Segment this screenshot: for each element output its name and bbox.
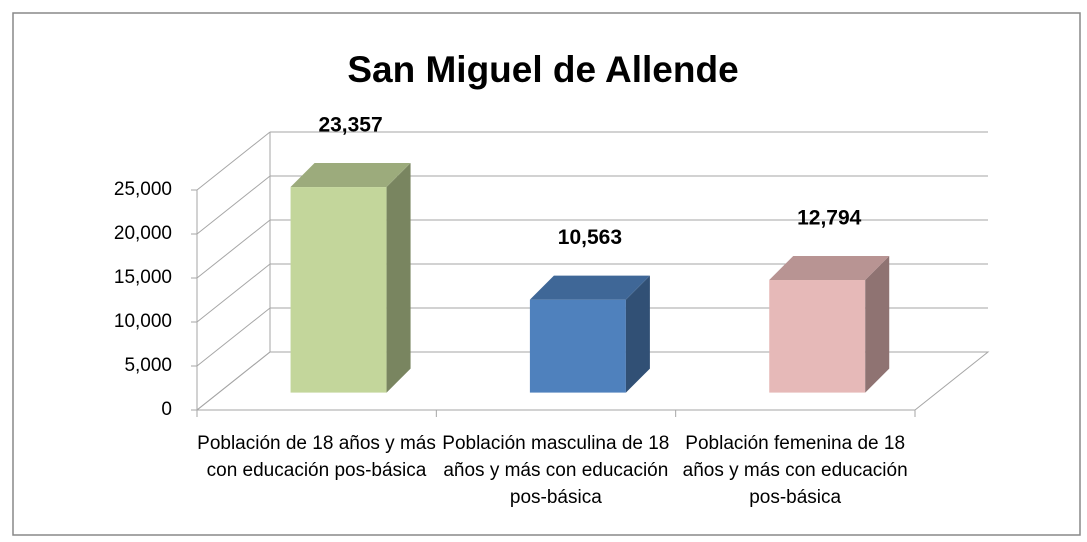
chart-title: San Miguel de Allende bbox=[347, 49, 738, 90]
bar-side bbox=[865, 256, 890, 393]
grid-line-side bbox=[196, 219, 271, 279]
value-label: 23,357 bbox=[318, 114, 382, 137]
value-label: 10,563 bbox=[558, 226, 622, 249]
bar-side bbox=[386, 163, 411, 393]
y-tick-label: 25,000 bbox=[114, 179, 172, 200]
y-tick-label: 0 bbox=[161, 399, 172, 420]
grid-line-side bbox=[196, 263, 271, 323]
grid-line-side bbox=[196, 175, 271, 235]
y-tick-label: 15,000 bbox=[114, 267, 172, 288]
bar-front bbox=[529, 299, 626, 393]
y-tick-label: 20,000 bbox=[114, 223, 172, 244]
bar-top bbox=[529, 275, 650, 300]
grid-line-side bbox=[196, 131, 271, 191]
y-tick-label: 10,000 bbox=[114, 311, 172, 332]
x-tick-label: Población de 18 años y más con educación… bbox=[197, 433, 436, 481]
value-label: 12,794 bbox=[797, 207, 862, 230]
y-tick-label: 5,000 bbox=[124, 355, 172, 376]
x-tick-label: Población masculina de 18 años y más con… bbox=[442, 433, 670, 508]
grid-line-side bbox=[196, 351, 271, 411]
bar-top bbox=[769, 256, 890, 281]
grid-line-side bbox=[196, 307, 271, 367]
bar-front bbox=[769, 280, 866, 393]
bar-side bbox=[625, 275, 650, 393]
bar-top bbox=[290, 163, 411, 188]
x-tick-label: Población femenina de 18 años y más con … bbox=[682, 433, 908, 508]
bar-front bbox=[290, 187, 387, 393]
chart-frame bbox=[12, 12, 1081, 536]
